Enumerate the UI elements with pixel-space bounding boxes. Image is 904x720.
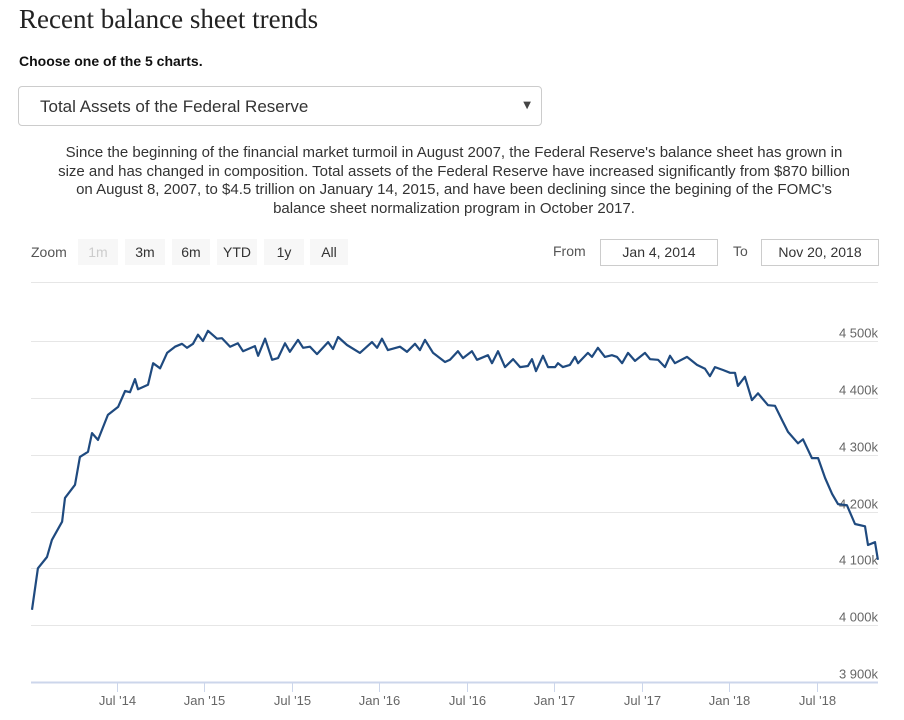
- x-tick-label: Jul '14: [99, 693, 136, 708]
- x-tick-label: Jul '16: [449, 693, 486, 708]
- y-tick-label: 3 900k: [839, 667, 879, 682]
- x-tick-label: Jan '16: [359, 693, 401, 708]
- y-tick-label: 4 000k: [839, 610, 879, 625]
- chart-select[interactable]: Total Assets of the Federal Reserve ▼: [18, 86, 542, 126]
- zoom-6m-button[interactable]: 6m: [172, 239, 210, 265]
- zoom-3m-button[interactable]: 3m: [125, 239, 165, 265]
- zoom-ytd-button[interactable]: YTD: [217, 239, 257, 265]
- zoom-all-button[interactable]: All: [310, 239, 348, 265]
- to-date-input[interactable]: Nov 20, 2018: [761, 239, 879, 266]
- y-tick-label: 4 400k: [839, 383, 879, 398]
- chevron-down-icon: ▼: [523, 100, 531, 111]
- from-date-input[interactable]: Jan 4, 2014: [600, 239, 718, 266]
- zoom-label: Zoom: [31, 244, 67, 260]
- chart-select-value: Total Assets of the Federal Reserve: [40, 97, 309, 116]
- chart-chooser-label: Choose one of the 5 charts.: [19, 53, 203, 69]
- x-tick-label: Jul '18: [799, 693, 836, 708]
- x-tick-label: Jan '15: [184, 693, 226, 708]
- chart-description: Since the beginning of the financial mar…: [58, 144, 850, 217]
- x-tick-label: Jul '15: [274, 693, 311, 708]
- from-label: From: [553, 243, 586, 259]
- zoom-1m-button[interactable]: 1m: [78, 239, 118, 265]
- zoom-1y-button[interactable]: 1y: [264, 239, 304, 265]
- x-tick-label: Jan '18: [709, 693, 751, 708]
- y-tick-label: 4 500k: [839, 326, 879, 341]
- y-tick-label: 4 100k: [839, 553, 879, 568]
- x-tick-label: Jul '17: [624, 693, 661, 708]
- x-tick-label: Jan '17: [534, 693, 576, 708]
- y-tick-label: 4 300k: [839, 440, 879, 455]
- page-title: Recent balance sheet trends: [19, 4, 319, 34]
- to-label: To: [733, 243, 748, 259]
- series-line-total-assets: [30, 329, 879, 610]
